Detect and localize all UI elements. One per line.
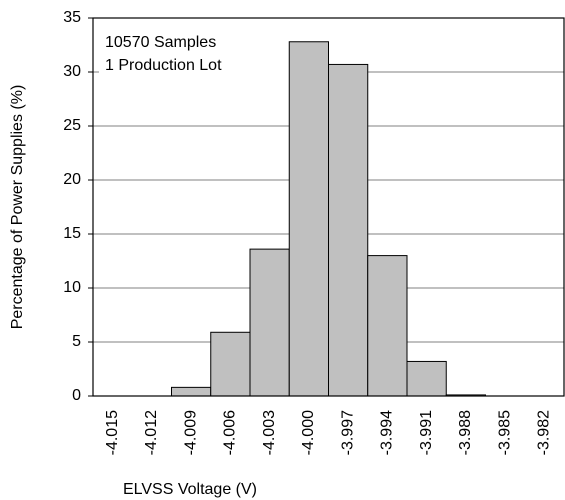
x-tick-label: -3.997	[339, 410, 356, 455]
y-tick-label: 30	[63, 63, 81, 80]
plot-frame	[92, 17, 565, 397]
x-tick-label: -4.003	[261, 410, 278, 455]
x-tick-label: -3.994	[379, 410, 396, 455]
bar	[288, 41, 329, 397]
annotation: 1 Production Lot	[105, 57, 222, 74]
x-tick-label: -3.985	[496, 410, 513, 455]
x-tick-label: -4.006	[222, 410, 239, 455]
y-tick-label: 5	[72, 333, 81, 350]
x-tick-label: -4.009	[182, 410, 199, 455]
annotation: 10570 Samples	[105, 34, 216, 51]
y-tick-label: 25	[63, 117, 81, 134]
y-axis-label: Percentage of Power Supplies (%)	[9, 85, 26, 330]
y-tick-label: 20	[63, 171, 81, 188]
bar	[210, 331, 251, 397]
x-tick-label: -4.000	[300, 410, 317, 455]
y-tick-label: 10	[63, 279, 81, 296]
x-tick-label: -3.988	[457, 410, 474, 455]
bar	[171, 386, 212, 397]
x-tick-label: -4.012	[143, 410, 160, 455]
bar	[249, 248, 290, 397]
x-tick-label: -3.991	[418, 410, 435, 455]
bar	[367, 255, 408, 397]
y-tick-label: 35	[63, 9, 81, 26]
y-tick-label: 15	[63, 225, 81, 242]
x-tick-label: -4.015	[104, 410, 121, 455]
y-tick-label: 0	[72, 387, 81, 404]
annotation-box	[99, 26, 289, 76]
bar	[406, 360, 447, 397]
x-tick-label: -3.982	[536, 410, 553, 455]
bar	[328, 63, 369, 397]
x-axis-label: ELVSS Voltage (V)	[123, 481, 257, 498]
